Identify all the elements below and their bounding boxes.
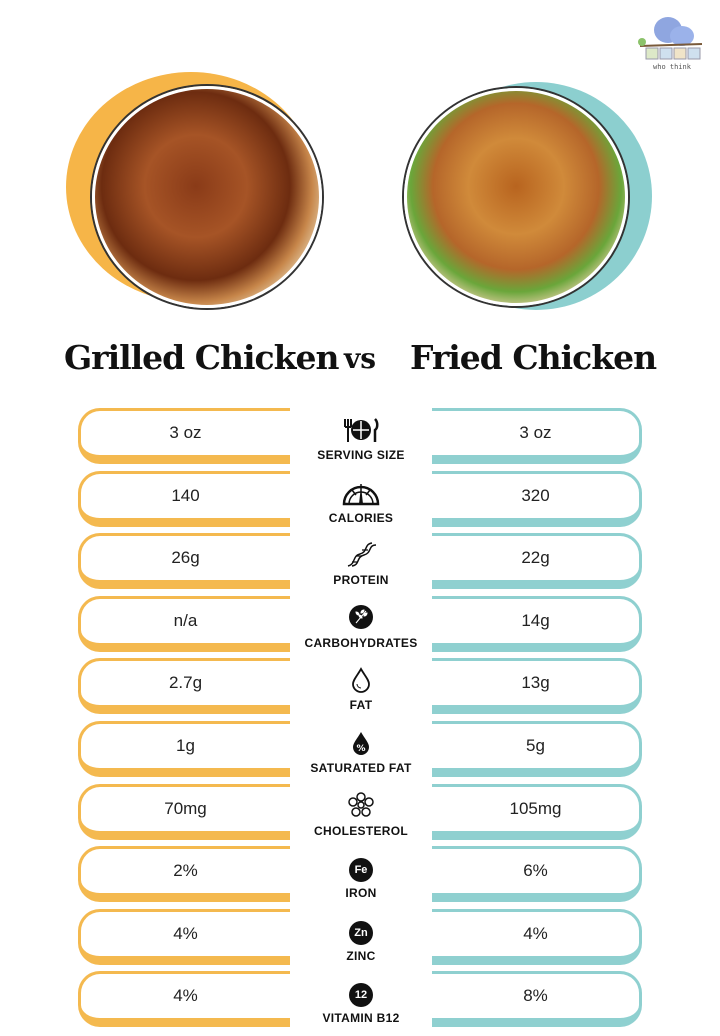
grilled-value: 26g	[78, 533, 290, 590]
molecule-icon	[348, 792, 374, 823]
dna-icon	[346, 541, 377, 573]
nutrient-row: 3 oz SERVING SIZE 3 oz	[0, 408, 720, 466]
svg-text:%: %	[356, 744, 365, 754]
fried-value: 8%	[432, 971, 642, 1028]
grilled-value: 4%	[78, 908, 290, 965]
nutrient-label: PROTEIN	[333, 573, 389, 588]
svg-text:who think: who think	[653, 63, 692, 71]
fe-badge-icon: Fe	[349, 858, 373, 883]
nutrient-label: SERVING SIZE	[317, 448, 405, 462]
fried-chicken-title: Fried Chicken	[410, 338, 657, 377]
fried-value: 320	[432, 470, 642, 527]
gauge-icon	[341, 478, 381, 511]
b12-badge-icon: 12	[349, 983, 373, 1008]
grilled-value: 70mg	[78, 783, 290, 840]
nutrient-label: SATURATED FAT	[310, 761, 412, 775]
nutrient-label: CALORIES	[328, 510, 394, 525]
nutrient-row: 4% 12 VITAMIN B12 8%	[0, 971, 720, 1029]
fried-value: 14g	[432, 595, 642, 652]
fried-value: 22g	[432, 533, 642, 590]
zn-badge-icon: Zn	[349, 920, 373, 945]
grilled-value: 1g	[78, 721, 290, 777]
nutrient-label: ZINC	[346, 948, 376, 963]
grilled-value: 3 oz	[78, 408, 290, 464]
nutrient-label: IRON	[345, 886, 377, 901]
grilled-value: 4%	[78, 971, 290, 1028]
nutrient-row: 1g % SATURATED FAT 5g	[0, 721, 720, 779]
nutrient-label: FAT	[349, 698, 373, 713]
vs-label: vs	[344, 342, 377, 375]
nutrient-row: 70mg CHOLESTEROL 105mg	[0, 783, 720, 842]
nutrient-label: VITAMIN B12	[322, 1011, 400, 1026]
fried-value: 5g	[432, 721, 642, 777]
fried-value: 4%	[432, 908, 642, 965]
nutrient-row: 4% Zn ZINC 4%	[0, 908, 720, 967]
nutrient-row: 2% Fe IRON 6%	[0, 846, 720, 904]
fried-value: 3 oz	[432, 408, 642, 464]
percent-droplet-icon: %	[350, 730, 372, 761]
droplet-icon	[350, 667, 372, 698]
wheat-icon	[348, 604, 374, 635]
grilled-value: 140	[78, 470, 290, 527]
grilled-value: 2%	[78, 846, 290, 903]
grilled-chicken-title: Grilled Chicken	[64, 338, 339, 377]
grilled-value: n/a	[78, 595, 290, 652]
grilled-value: 2.7g	[78, 658, 290, 715]
nutrient-row: n/a CARBOHYDRATES 14g	[0, 595, 720, 654]
nutrient-row: 26g PROTEIN 22g	[0, 533, 720, 591]
fried-value: 13g	[432, 658, 642, 715]
nutrient-label: CHOLESTEROL	[314, 823, 408, 838]
nutrient-row: 2.7g FAT 13g	[0, 658, 720, 716]
fork-plate-knife-icon	[341, 417, 381, 448]
moms-who-think-logo: who think	[632, 8, 712, 74]
fried-value: 6%	[432, 846, 642, 903]
nutrient-row: 140 CALORIES 320	[0, 470, 720, 529]
fried-value: 105mg	[432, 783, 642, 840]
nutrient-label: CARBOHYDRATES	[304, 635, 418, 650]
